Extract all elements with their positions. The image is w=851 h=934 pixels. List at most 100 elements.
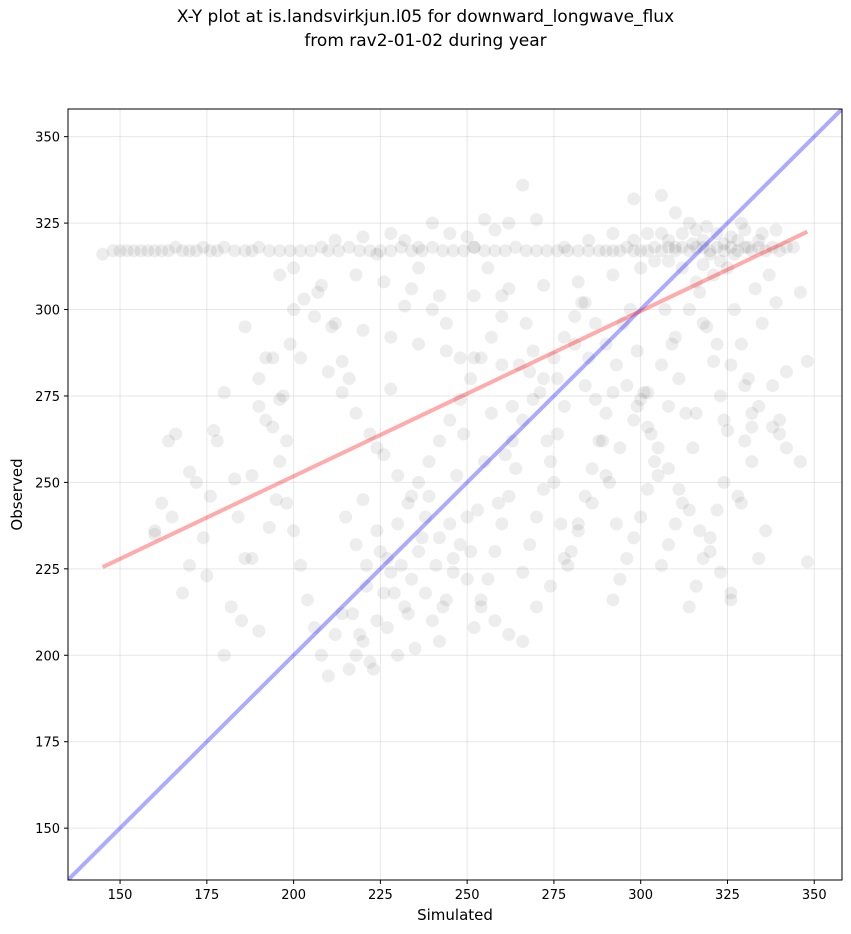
data-point [537, 482, 551, 496]
data-point [661, 233, 675, 247]
data-point [679, 406, 693, 420]
data-point [228, 472, 242, 486]
data-point [696, 316, 710, 330]
data-point [693, 524, 707, 538]
data-point [571, 524, 585, 538]
data-point [405, 572, 419, 586]
data-point [162, 434, 176, 448]
data-point [349, 648, 363, 662]
data-point [380, 621, 394, 635]
data-point [235, 614, 249, 628]
data-point [720, 261, 734, 275]
data-point [634, 244, 648, 258]
data-point [741, 240, 755, 254]
data-point [606, 226, 620, 240]
data-point [571, 244, 585, 258]
data-point [627, 413, 641, 427]
data-point [682, 216, 696, 230]
data-point [523, 538, 537, 552]
data-point [491, 496, 505, 510]
data-point [474, 600, 488, 614]
data-point [203, 489, 217, 503]
data-point [696, 551, 710, 565]
data-point [363, 244, 377, 258]
data-point [516, 565, 530, 579]
data-point [682, 503, 696, 517]
data-point [363, 655, 377, 669]
data-point [339, 510, 353, 524]
data-point [773, 244, 787, 258]
data-point [460, 230, 474, 244]
data-point [384, 244, 398, 258]
data-point [627, 233, 641, 247]
data-point [488, 545, 502, 559]
data-point [502, 216, 516, 230]
one-to-one-line [68, 109, 842, 880]
data-point [436, 244, 450, 258]
data-point [294, 351, 308, 365]
data-point [738, 223, 752, 237]
data-point [641, 420, 655, 434]
data-point [467, 621, 481, 635]
data-point [228, 244, 242, 258]
data-point [682, 303, 696, 317]
data-point [651, 468, 665, 482]
data-point [283, 337, 297, 351]
data-point [530, 213, 544, 227]
data-point [408, 641, 422, 655]
data-point [675, 496, 689, 510]
data-point [651, 441, 665, 455]
data-point [182, 465, 196, 479]
chart-title: X-Y plot at is.landsvirkjun.l05 for down… [176, 7, 675, 27]
data-point [401, 496, 415, 510]
data-point [287, 261, 301, 275]
data-point [335, 607, 349, 621]
data-point [620, 379, 634, 393]
data-point [606, 386, 620, 400]
data-point [252, 240, 266, 254]
x-tick-label: 350 [802, 888, 827, 903]
data-point [550, 372, 564, 386]
data-point [401, 607, 415, 621]
data-point [714, 565, 728, 579]
data-point [675, 226, 689, 240]
data-point [668, 240, 682, 254]
data-point [405, 282, 419, 296]
data-point [641, 226, 655, 240]
data-point [668, 330, 682, 344]
data-point [568, 337, 582, 351]
data-point [384, 226, 398, 240]
data-point [530, 510, 544, 524]
y-tick-label: 150 [35, 822, 60, 837]
data-point [314, 278, 328, 292]
data-point [703, 545, 717, 559]
data-point [269, 493, 283, 507]
data-point [502, 628, 516, 642]
data-point [696, 258, 710, 272]
data-point [655, 188, 669, 202]
data-point [280, 434, 294, 448]
data-point [321, 669, 335, 683]
data-point [425, 614, 439, 628]
data-point [752, 399, 766, 413]
data-point [641, 386, 655, 400]
data-point [422, 489, 436, 503]
data-point [717, 244, 731, 258]
data-point [287, 303, 301, 317]
data-point [627, 192, 641, 206]
data-point [425, 303, 439, 317]
data-point [540, 244, 554, 258]
data-point [450, 468, 464, 482]
data-point [703, 247, 717, 261]
data-point [370, 524, 384, 538]
data-point [484, 406, 498, 420]
data-point [335, 386, 349, 400]
y-tick-label: 325 [35, 217, 60, 232]
data-point [394, 240, 408, 254]
data-point [616, 316, 630, 330]
data-point [537, 278, 551, 292]
data-point [773, 427, 787, 441]
data-point [533, 386, 547, 400]
data-point [800, 555, 814, 569]
data-point [516, 178, 530, 192]
